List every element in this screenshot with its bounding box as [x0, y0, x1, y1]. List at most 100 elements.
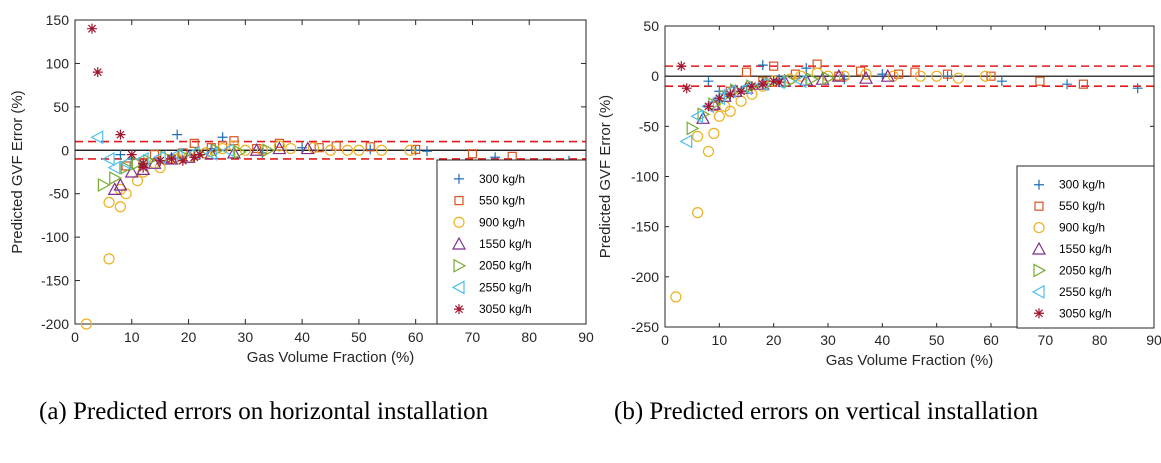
y-tick-label: -100	[631, 169, 659, 185]
series-3050-kg-h	[676, 61, 785, 112]
data-point	[166, 153, 177, 164]
data-point	[90, 130, 104, 145]
series-3050-kg-h	[87, 23, 205, 173]
data-point	[894, 69, 904, 79]
data-point	[249, 143, 264, 156]
data-point	[931, 70, 943, 82]
legend-box	[1016, 165, 1155, 329]
y-tick-label: -200	[41, 316, 69, 332]
legend-label: 1550 kg/h	[1059, 242, 1112, 256]
x-axis-label: Gas Volume Fraction (%)	[826, 352, 994, 369]
x-tick-label: 10	[712, 332, 728, 348]
data-point	[739, 80, 754, 94]
data-point	[806, 72, 819, 87]
y-tick-label: -150	[41, 273, 69, 289]
data-point	[189, 138, 199, 148]
data-point	[691, 130, 704, 142]
data-point	[239, 144, 251, 156]
y-tick-label: -50	[49, 186, 69, 202]
data-point	[691, 207, 704, 219]
data-point	[679, 134, 693, 149]
x-tick-label: 0	[71, 329, 79, 345]
data-point	[690, 109, 704, 124]
legend-marker	[1033, 221, 1045, 234]
y-tick-label: -50	[639, 118, 659, 134]
data-point	[120, 160, 134, 175]
data-point	[784, 74, 798, 89]
x-tick-label: 40	[875, 332, 891, 348]
data-point	[172, 129, 183, 140]
data-point	[113, 177, 128, 191]
y-tick-label: 0	[61, 142, 69, 158]
data-point	[126, 149, 137, 160]
data-point	[272, 141, 287, 155]
data-point	[768, 76, 779, 87]
x-tick-label: 50	[351, 329, 367, 345]
chart-panel-a: 0 10 20 30 40 50 60 70 80 90 150 100 50 0 -50 -100 -150 -…	[9, 12, 594, 366]
data-point	[741, 67, 752, 77]
legend-marker	[451, 236, 467, 250]
legend-marker	[454, 195, 464, 206]
data-point	[118, 156, 132, 171]
legend: 300 kg/h 550 kg/h 900 kg/h 1550 kg/h 2050 kg…	[1016, 165, 1155, 329]
data-point	[285, 142, 297, 155]
data-point	[860, 68, 872, 80]
legend-marker	[453, 258, 467, 273]
data-point	[92, 67, 103, 78]
data-point	[115, 129, 126, 140]
data-point	[115, 149, 126, 160]
x-tick-label: 20	[181, 329, 197, 345]
data-point	[746, 81, 757, 92]
y-tick-label: -150	[631, 219, 659, 235]
data-point	[1078, 79, 1088, 89]
data-point	[774, 77, 785, 88]
data-point	[204, 146, 219, 160]
legend-label: 550 kg/h	[479, 194, 525, 208]
data-point	[138, 162, 149, 173]
data-point	[169, 147, 183, 162]
data-point	[107, 182, 122, 195]
data-point	[273, 140, 285, 152]
legend-marker	[454, 173, 464, 184]
data-point	[979, 70, 992, 82]
data-point	[411, 144, 421, 155]
data-point	[124, 164, 139, 178]
x-tick-label: 50	[929, 332, 945, 348]
legend-label: 2050 kg/h	[1059, 263, 1112, 277]
x-tick-label: 80	[521, 329, 537, 345]
data-point	[314, 143, 324, 153]
x-tick-label: 60	[983, 332, 999, 348]
x-tick-label: 10	[124, 329, 140, 345]
legend-label: 300 kg/h	[1059, 178, 1105, 192]
x-tick-label: 30	[820, 332, 836, 348]
data-point	[217, 132, 228, 143]
legend: 300 kg/h 550 kg/h 900 kg/h 1550 kg/h 2050 kg…	[436, 159, 587, 325]
data-point	[724, 105, 736, 117]
data-point	[103, 253, 115, 265]
data-point	[101, 151, 115, 166]
data-point	[404, 144, 416, 156]
data-point	[880, 68, 895, 82]
data-point	[341, 144, 354, 156]
data-point	[131, 156, 145, 171]
data-point	[670, 291, 682, 303]
y-tick-label: 150	[46, 12, 70, 28]
data-point	[859, 70, 874, 84]
data-point	[97, 178, 111, 193]
x-tick-label: 60	[408, 329, 424, 345]
data-point	[942, 69, 953, 79]
data-point	[262, 143, 276, 158]
data-point	[831, 68, 846, 82]
legend-label: 900 kg/h	[1059, 221, 1105, 235]
data-point	[80, 318, 92, 330]
legend-label: 900 kg/h	[479, 215, 525, 229]
data-point	[229, 136, 239, 146]
data-point	[736, 86, 747, 97]
legend-label: 2550 kg/h	[479, 280, 532, 294]
series-2550-kg-h	[90, 130, 234, 175]
data-point	[686, 121, 700, 136]
data-point	[914, 70, 926, 82]
data-point	[103, 196, 115, 208]
data-point	[217, 142, 229, 155]
data-point	[136, 162, 151, 175]
